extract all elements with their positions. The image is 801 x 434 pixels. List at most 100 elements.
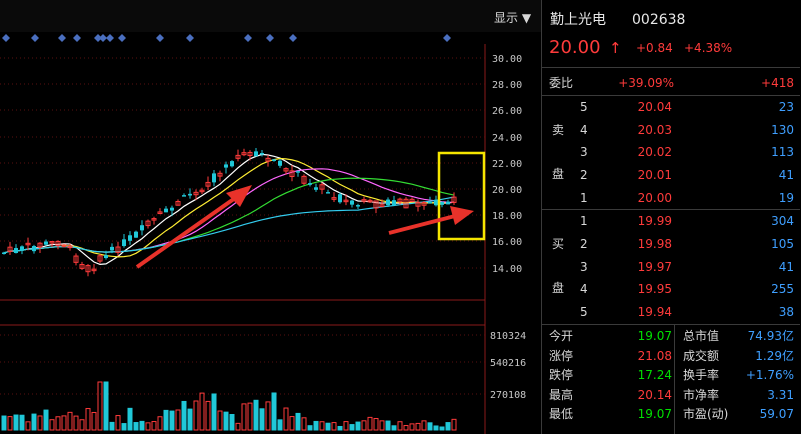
stat-value: 17.24 [637, 368, 672, 382]
price-change: +0.84 [636, 41, 673, 55]
volume-bar [19, 414, 25, 431]
candle-body [91, 268, 97, 272]
candle-body [145, 220, 151, 227]
buy-level[interactable]: 2 19.98 105 [542, 235, 800, 253]
level-price: 19.99 [637, 214, 672, 228]
event-marker-icon [244, 34, 252, 42]
volume-bar [241, 403, 247, 431]
event-marker-icon [99, 34, 107, 42]
level-price: 19.95 [637, 282, 672, 296]
candle-body [331, 197, 337, 200]
display-menu-button[interactable]: 显示 ▼ [494, 11, 532, 25]
buy-level[interactable]: 5 19.94 38 [542, 303, 800, 321]
order-ratio-diff: +418 [761, 76, 794, 90]
candle-body [151, 218, 157, 221]
event-marker-icon [31, 34, 39, 42]
volume-bar [445, 422, 451, 431]
candle-body [199, 189, 205, 193]
highlight-box [437, 151, 486, 241]
event-markers[interactable] [2, 34, 451, 42]
volume-bar [67, 411, 73, 431]
volume-bar [253, 399, 259, 431]
volume-bar [373, 418, 379, 431]
volume-bars [1, 381, 457, 431]
stat-label: 今开 [549, 329, 574, 343]
event-marker-icon [156, 34, 164, 42]
sell-level[interactable]: 2 20.01 41 [542, 166, 800, 184]
price-tick: 18.00 [492, 211, 522, 222]
level-price: 19.98 [637, 237, 672, 251]
stat-value: 1.29亿 [755, 348, 794, 363]
stat-value: 19.07 [637, 407, 672, 421]
volume-bar [37, 415, 43, 431]
sell-level[interactable]: 1 20.00 19 [542, 189, 800, 207]
event-marker-icon [58, 34, 66, 42]
buy-level[interactable]: 4 19.95 255 [542, 280, 800, 298]
stat-value: 20.14 [637, 387, 672, 402]
sell-level[interactable]: 3 20.02 113 [542, 143, 800, 161]
candle-body [217, 172, 223, 177]
sell-label: 卖 [552, 123, 565, 137]
volume-bar [223, 411, 229, 431]
volume-bar [217, 410, 223, 431]
buy-label: 买 [552, 237, 565, 251]
level-number: 5 [580, 305, 588, 319]
level-volume: 113 [771, 145, 794, 159]
volume-bar [427, 422, 433, 431]
volume-bar [211, 393, 217, 431]
volume-bar [313, 420, 319, 431]
candle-body [164, 208, 168, 213]
candle-body [49, 241, 55, 244]
candle-body [61, 244, 67, 247]
candle-body [67, 245, 73, 249]
sell-level[interactable]: 4 20.03 130 [542, 121, 800, 139]
sell-level[interactable]: 5 20.04 23 [542, 98, 800, 116]
volume-gridlines [0, 334, 485, 395]
candle-body [278, 160, 282, 166]
buy-level[interactable]: 3 19.97 41 [542, 258, 800, 276]
candle-body [25, 242, 31, 246]
volume-bar [433, 425, 439, 431]
stock-name: 勤上光电 [550, 12, 606, 28]
volume-bar [55, 416, 61, 431]
level-price: 20.03 [637, 123, 672, 137]
stat-label: 涨停 [549, 348, 574, 363]
candle-body [193, 191, 199, 196]
sell-label: 盘 [552, 167, 565, 181]
event-marker-icon [266, 34, 274, 42]
volume-bar [283, 407, 289, 431]
stat-label: 最高 [549, 387, 574, 402]
price-change-pct: +4.38% [684, 41, 733, 55]
level-price: 19.94 [637, 305, 672, 319]
price-gridlines [0, 57, 485, 269]
volume-bar [187, 408, 193, 431]
level-volume: 255 [771, 282, 794, 296]
volume-bar [367, 416, 373, 431]
candle-body [386, 199, 390, 206]
event-marker-icon [2, 34, 10, 42]
volume-bar [193, 400, 199, 431]
volume-bar [109, 421, 115, 431]
volume-bar [379, 420, 385, 431]
volume-axis: 810324 540216 270108 [490, 331, 526, 401]
volume-bar [409, 423, 415, 431]
candle-body [392, 200, 396, 206]
volume-tick: 270108 [490, 390, 526, 401]
volume-bar [85, 408, 91, 431]
candle-body [260, 153, 264, 155]
candle-body [235, 154, 241, 159]
stats-row: 涨停 21.08 成交额 1.29亿 [542, 347, 800, 365]
candle-body [446, 201, 450, 205]
candle-body [367, 199, 373, 203]
volume-bar [181, 400, 187, 431]
level-number: 1 [580, 191, 588, 205]
candle-body [224, 164, 228, 168]
buy-level[interactable]: 1 19.99 304 [542, 212, 800, 230]
stat-label: 跌停 [549, 368, 574, 382]
volume-bar [391, 425, 397, 431]
kline-chart[interactable]: 显示 ▼ 30.00 28.00 26.00 24.00 22.00 20.00… [0, 0, 541, 434]
stock-header: 勤上光电 002638 [542, 11, 800, 31]
volume-bar [97, 381, 103, 431]
level-number: 3 [580, 260, 588, 274]
level-number: 1 [580, 214, 588, 228]
